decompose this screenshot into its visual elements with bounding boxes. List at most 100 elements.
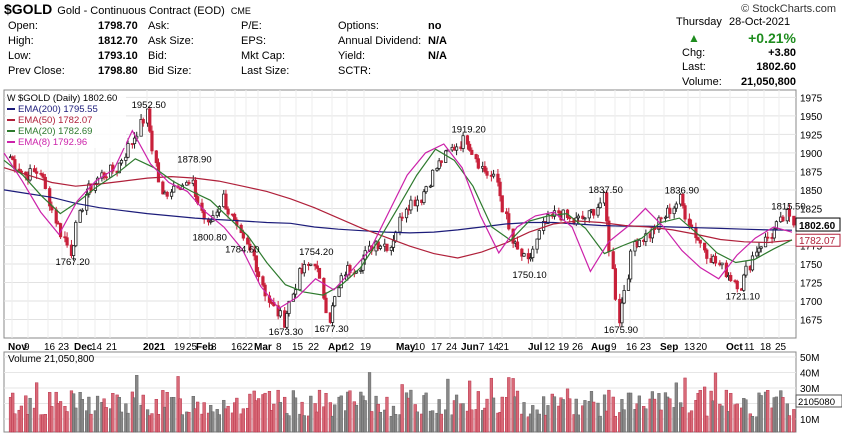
price-candle-body (330, 305, 335, 323)
price-candle-body (187, 181, 191, 184)
volume-bar (744, 399, 748, 433)
price-candle-body (256, 271, 261, 278)
exchange: CME (230, 6, 251, 16)
copyright[interactable]: © StockCharts.com (741, 3, 836, 15)
price-candle-body (285, 313, 289, 328)
stat-label: Open: (8, 20, 38, 32)
price-candle-body (39, 172, 43, 175)
volume-bar (187, 411, 191, 433)
volume-bar (378, 412, 383, 433)
price-candle-body (644, 233, 648, 242)
volume-bar (19, 405, 24, 433)
price-candle-body (470, 149, 474, 155)
price-candle-body (291, 293, 295, 302)
time-axis-label: 19 (360, 342, 372, 353)
volume-bar (141, 394, 145, 433)
price-candle-body (522, 253, 526, 257)
price-annotation: 1767.20 (55, 257, 89, 268)
time-axis-label: 2021 (143, 342, 166, 353)
time-axis-label: 8 (211, 342, 217, 353)
price-candle-body (703, 242, 707, 251)
symbol[interactable]: $GOLD (4, 1, 53, 17)
time-axis-label: 16 (626, 342, 638, 353)
price-candle-body (620, 302, 624, 324)
volume-bar (724, 389, 728, 433)
legend-entry: EMA(200) 1795.55 (18, 104, 98, 115)
volume-bar (363, 400, 367, 433)
price-candle-body (622, 290, 626, 304)
volume-bar (568, 398, 572, 433)
price-tick-label: 1725 (800, 278, 823, 289)
volume-bar (491, 397, 496, 433)
time-axis-label: 26 (572, 342, 584, 353)
price-tick-label: 1950 (800, 112, 823, 123)
legend-entry: EMA(50) 1782.07 (18, 115, 92, 126)
price-candle-body (474, 154, 478, 160)
price-candle-body (409, 199, 413, 211)
price-candle-body (154, 150, 158, 164)
time-axis-label: Nov (8, 342, 27, 353)
volume-value-label: 2105080 (798, 397, 835, 408)
price-candle-body (119, 160, 124, 164)
price-candle-body (576, 215, 581, 219)
stat-label: Annual Dividend: (338, 35, 422, 47)
price-candle-body (757, 247, 761, 253)
volume-bar (50, 406, 54, 433)
price-candle-body (246, 237, 250, 245)
volume-bar (302, 415, 306, 433)
volume-bar (515, 390, 520, 433)
volume-bar (644, 408, 648, 433)
last-value: 1802.60 (756, 61, 796, 73)
volume-bar (394, 414, 398, 433)
price-candle-body (161, 181, 165, 195)
price-annotation: 1677.30 (314, 324, 348, 335)
volume-bar (531, 405, 535, 433)
stat-label: Bid Size: (148, 65, 192, 77)
price-candle-body (359, 269, 363, 272)
time-axis-label: Apr (328, 342, 345, 353)
ema50-line (3, 167, 793, 259)
up-arrow-icon: ▲ (688, 31, 700, 45)
volume-bar (370, 411, 374, 433)
change-percent: +0.21% (748, 30, 796, 46)
volume-bar (196, 401, 200, 433)
time-axis-label: 7 (479, 342, 485, 353)
price-candle-body (209, 220, 213, 223)
price-candle-body (398, 216, 402, 233)
volume-bar (324, 393, 328, 433)
stat-label: Options: (338, 20, 379, 32)
price-candle-body (150, 130, 154, 152)
stat-value: 1798.70 (98, 20, 138, 32)
price-annotation: 1721.10 (726, 291, 760, 302)
price-candle-body (309, 263, 313, 266)
price-annotation: 1837.50 (589, 185, 623, 196)
stat-label: SCTR: (338, 65, 371, 77)
stat-label: P/E: (241, 20, 262, 32)
volume-bar (11, 392, 15, 433)
price-annotation: 1878.90 (177, 155, 211, 166)
volume-bar (95, 395, 100, 433)
price-annotation: 1750.10 (512, 270, 546, 281)
volume-bar (622, 409, 626, 433)
stat-value: 1798.80 (98, 65, 138, 77)
price-candle-body (337, 287, 341, 297)
price-candle-body (546, 214, 550, 224)
price-candle-body (596, 207, 600, 216)
stat-value: 1793.10 (98, 50, 138, 62)
volume-bar (552, 396, 557, 433)
price-candle-body (391, 240, 396, 248)
price-candle-body (19, 170, 24, 173)
price-candle-body (742, 274, 746, 291)
price-candle-body (520, 248, 524, 257)
price-candle-body (435, 167, 439, 171)
time-axis-label: 17 (431, 342, 443, 353)
price-tick-label: 1775 (800, 241, 823, 252)
price-candle-body (313, 263, 317, 267)
price-candle-body (663, 216, 668, 219)
price-candle-body (496, 173, 500, 183)
volume-bar (461, 403, 465, 433)
volume-bar (522, 402, 526, 433)
price-annotation: 1952.50 (132, 100, 166, 111)
volume-bar (659, 409, 663, 433)
